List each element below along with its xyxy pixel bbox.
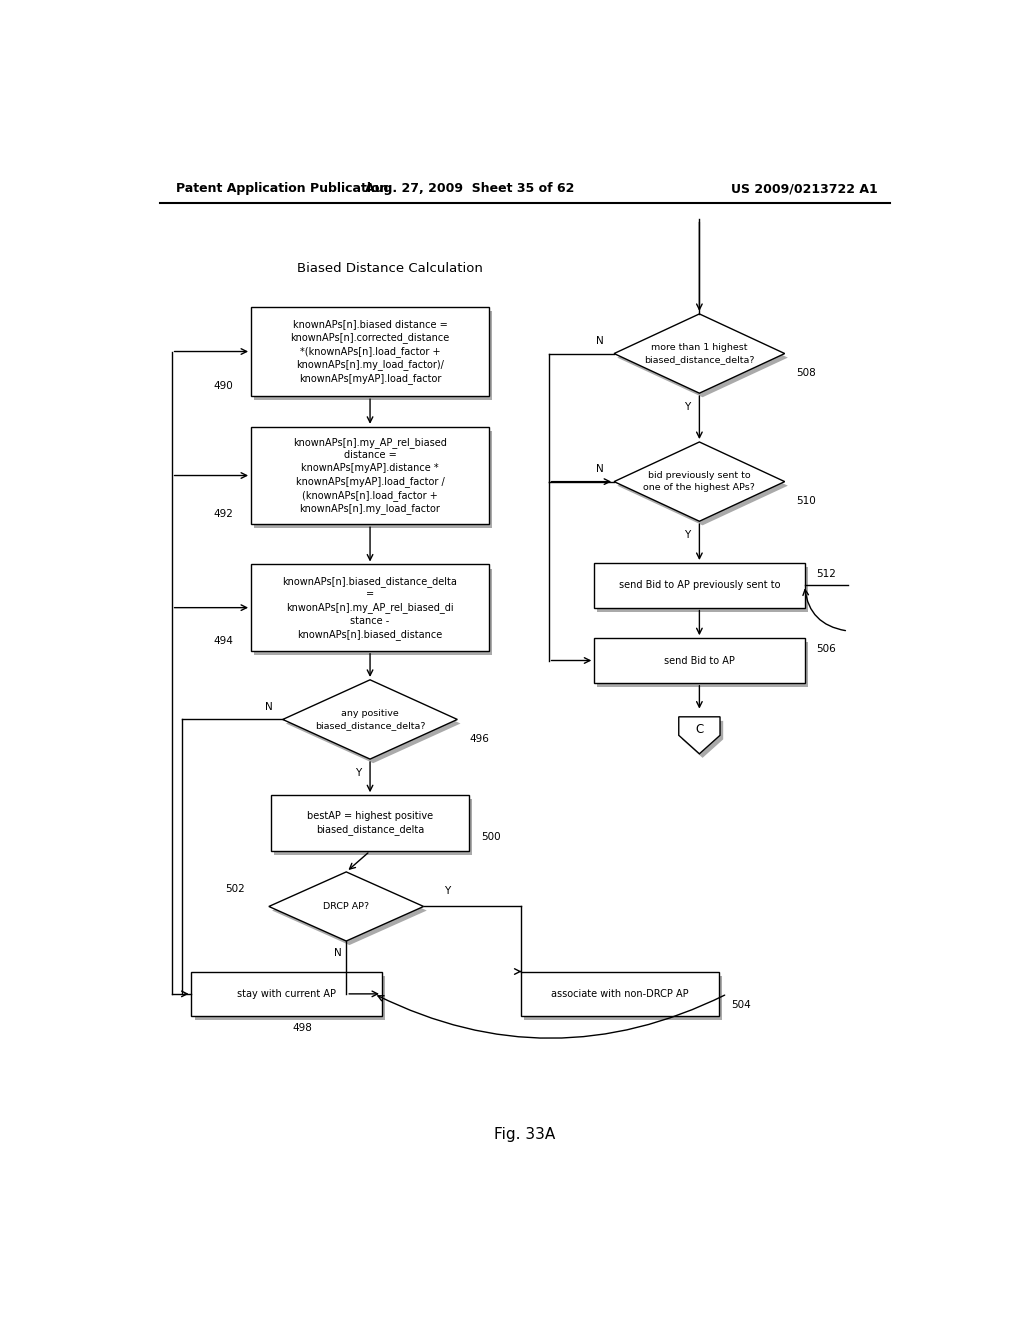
Text: stay with current AP: stay with current AP (238, 989, 336, 999)
Polygon shape (272, 876, 427, 945)
Text: 502: 502 (225, 884, 245, 894)
Text: 512: 512 (816, 569, 837, 579)
Text: 508: 508 (797, 368, 816, 379)
FancyBboxPatch shape (191, 972, 382, 1016)
FancyBboxPatch shape (594, 562, 805, 607)
FancyBboxPatch shape (254, 430, 493, 528)
Text: bid previously sent to
one of the highest APs?: bid previously sent to one of the highes… (643, 471, 756, 492)
FancyBboxPatch shape (254, 569, 493, 655)
Text: knownAPs[n].biased distance =
knownAPs[n].corrected_distance
*(knownAPs[n].load_: knownAPs[n].biased distance = knownAPs[n… (291, 319, 450, 384)
FancyBboxPatch shape (274, 799, 472, 855)
FancyBboxPatch shape (251, 565, 489, 651)
Text: N: N (596, 465, 604, 474)
Text: Aug. 27, 2009  Sheet 35 of 62: Aug. 27, 2009 Sheet 35 of 62 (365, 182, 573, 195)
Polygon shape (679, 717, 720, 754)
Text: 506: 506 (816, 644, 837, 655)
Text: N: N (264, 702, 272, 713)
Text: associate with non-DRCP AP: associate with non-DRCP AP (551, 989, 689, 999)
Text: 504: 504 (731, 1001, 751, 1010)
FancyBboxPatch shape (270, 795, 469, 851)
FancyBboxPatch shape (524, 975, 722, 1020)
FancyBboxPatch shape (597, 643, 808, 686)
Text: 496: 496 (469, 734, 489, 744)
Text: send Bid to AP: send Bid to AP (664, 656, 735, 665)
Text: Patent Application Publication: Patent Application Publication (176, 182, 388, 195)
FancyBboxPatch shape (251, 306, 489, 396)
Polygon shape (682, 721, 723, 758)
Text: 510: 510 (797, 496, 816, 507)
Text: 494: 494 (214, 636, 233, 645)
Text: Y: Y (444, 886, 451, 896)
Polygon shape (286, 684, 461, 763)
Text: 498: 498 (293, 1023, 312, 1034)
Text: send Bid to AP previously sent to: send Bid to AP previously sent to (618, 581, 780, 590)
Polygon shape (614, 314, 784, 393)
Text: 500: 500 (481, 832, 501, 842)
Text: knownAPs[n].my_AP_rel_biased
distance =
knownAPs[myAP].distance *
knownAPs[myAP]: knownAPs[n].my_AP_rel_biased distance = … (293, 437, 447, 515)
Polygon shape (614, 442, 784, 521)
Text: any positive
biased_distance_delta?: any positive biased_distance_delta? (314, 709, 425, 730)
Polygon shape (617, 446, 787, 525)
Text: Fig. 33A: Fig. 33A (495, 1127, 555, 1142)
FancyBboxPatch shape (254, 312, 493, 400)
Polygon shape (617, 318, 787, 397)
Text: 490: 490 (214, 381, 233, 391)
FancyBboxPatch shape (195, 975, 385, 1020)
Text: Y: Y (684, 531, 690, 540)
Text: N: N (335, 948, 342, 958)
Text: Y: Y (684, 403, 690, 412)
Text: bestAP = highest positive
biased_distance_delta: bestAP = highest positive biased_distanc… (307, 812, 433, 836)
Text: 492: 492 (214, 510, 233, 519)
Text: US 2009/0213722 A1: US 2009/0213722 A1 (731, 182, 878, 195)
FancyBboxPatch shape (597, 568, 808, 611)
Text: knownAPs[n].biased_distance_delta
=
knwonAPs[n].my_AP_rel_biased_di
stance -
kno: knownAPs[n].biased_distance_delta = knwo… (283, 576, 458, 640)
Text: more than 1 highest
biased_distance_delta?: more than 1 highest biased_distance_delt… (644, 343, 755, 364)
Polygon shape (283, 680, 458, 759)
Polygon shape (269, 873, 424, 941)
Text: C: C (695, 723, 703, 737)
Text: DRCP AP?: DRCP AP? (324, 902, 370, 911)
FancyBboxPatch shape (594, 638, 805, 682)
Text: Biased Distance Calculation: Biased Distance Calculation (297, 261, 483, 275)
Text: Y: Y (355, 768, 361, 779)
FancyBboxPatch shape (251, 426, 489, 524)
FancyBboxPatch shape (521, 972, 719, 1016)
Text: N: N (596, 337, 604, 346)
